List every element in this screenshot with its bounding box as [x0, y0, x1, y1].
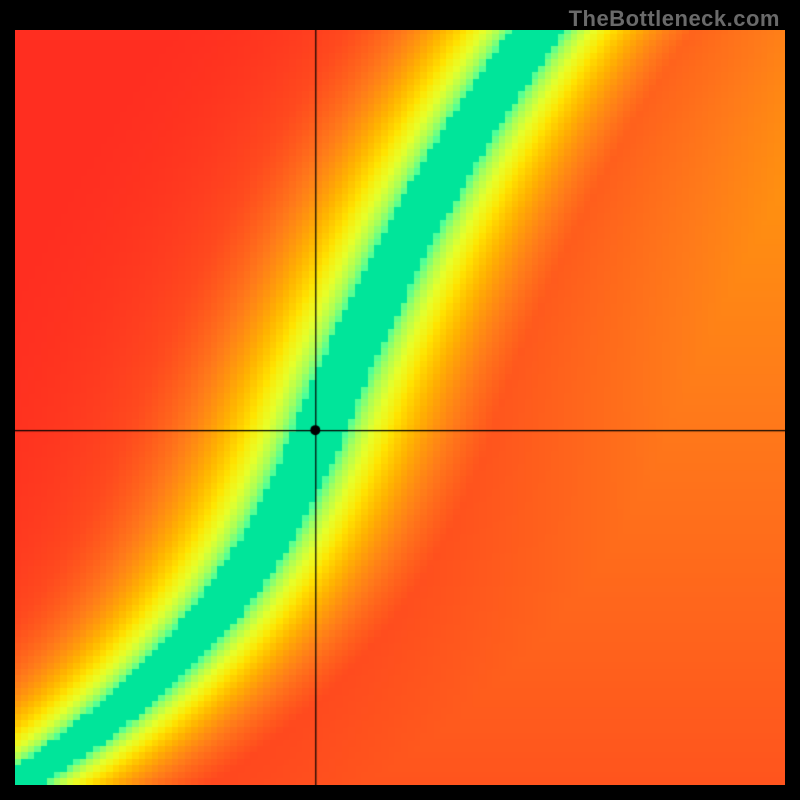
chart-container: TheBottleneck.com — [0, 0, 800, 800]
watermark-text: TheBottleneck.com — [569, 6, 780, 32]
heatmap-plot — [15, 30, 785, 785]
heatmap-canvas — [15, 30, 785, 785]
